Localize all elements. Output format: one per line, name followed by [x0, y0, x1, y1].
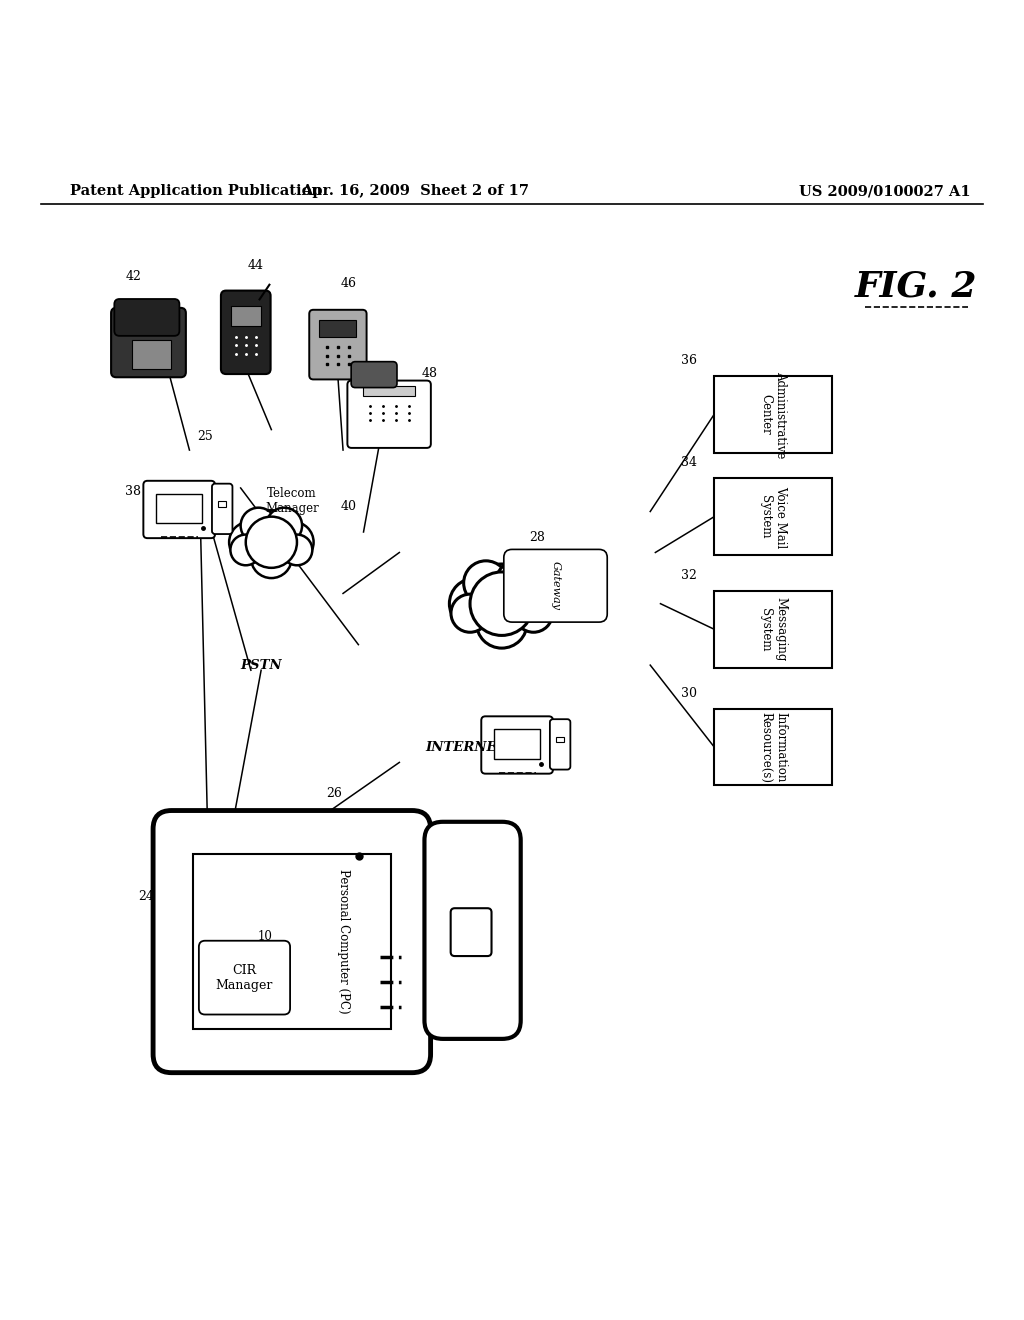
- Text: 34: 34: [681, 457, 696, 470]
- Circle shape: [450, 578, 500, 630]
- FancyBboxPatch shape: [212, 483, 232, 535]
- Text: Apr. 16, 2009  Sheet 2 of 17: Apr. 16, 2009 Sheet 2 of 17: [301, 183, 528, 198]
- FancyBboxPatch shape: [157, 494, 202, 523]
- Text: Gateway: Gateway: [538, 572, 589, 585]
- Text: 42: 42: [125, 269, 141, 282]
- Text: 40: 40: [340, 500, 356, 513]
- FancyBboxPatch shape: [715, 591, 831, 668]
- Text: Personal Computer (PC): Personal Computer (PC): [337, 870, 349, 1014]
- Text: 25: 25: [197, 430, 213, 444]
- Text: Patent Application Publication: Patent Application Publication: [70, 183, 322, 198]
- Text: Information
Resource(s): Information Resource(s): [759, 711, 787, 783]
- Text: 24: 24: [138, 890, 154, 903]
- Text: 10: 10: [257, 931, 272, 942]
- Text: 44: 44: [248, 259, 264, 272]
- Text: INTERNET: INTERNET: [425, 741, 507, 754]
- Circle shape: [282, 535, 312, 565]
- Circle shape: [470, 572, 534, 635]
- FancyBboxPatch shape: [143, 480, 215, 539]
- FancyBboxPatch shape: [347, 380, 431, 447]
- FancyBboxPatch shape: [362, 385, 416, 396]
- Circle shape: [272, 521, 313, 562]
- Text: Telecom
Manager: Telecom Manager: [265, 487, 318, 515]
- Text: 28: 28: [529, 531, 546, 544]
- Text: 30: 30: [681, 686, 696, 700]
- FancyBboxPatch shape: [111, 308, 186, 378]
- Text: 27: 27: [535, 747, 551, 760]
- Text: Gateway: Gateway: [551, 561, 561, 610]
- Circle shape: [251, 537, 292, 578]
- Text: 32: 32: [681, 569, 696, 582]
- Text: 38: 38: [125, 484, 141, 498]
- FancyBboxPatch shape: [218, 502, 225, 507]
- FancyBboxPatch shape: [398, 924, 456, 990]
- FancyBboxPatch shape: [115, 300, 179, 335]
- FancyBboxPatch shape: [351, 362, 397, 388]
- Text: FIG. 2: FIG. 2: [855, 269, 978, 304]
- FancyBboxPatch shape: [132, 339, 171, 370]
- Text: US 2009/0100027 A1: US 2009/0100027 A1: [799, 183, 971, 198]
- FancyBboxPatch shape: [715, 709, 831, 785]
- FancyBboxPatch shape: [194, 854, 390, 1030]
- FancyBboxPatch shape: [556, 737, 564, 742]
- FancyBboxPatch shape: [715, 478, 831, 554]
- FancyBboxPatch shape: [231, 306, 260, 326]
- Circle shape: [249, 511, 295, 556]
- Circle shape: [476, 598, 527, 648]
- Text: PSTN: PSTN: [241, 659, 282, 672]
- Text: Messaging
System: Messaging System: [759, 597, 787, 661]
- FancyBboxPatch shape: [309, 310, 367, 379]
- FancyBboxPatch shape: [495, 729, 540, 759]
- FancyBboxPatch shape: [154, 810, 430, 1073]
- FancyBboxPatch shape: [550, 719, 570, 770]
- Circle shape: [504, 578, 554, 630]
- Circle shape: [229, 521, 270, 562]
- FancyBboxPatch shape: [504, 549, 607, 622]
- FancyBboxPatch shape: [451, 908, 492, 956]
- Circle shape: [473, 564, 530, 622]
- Text: CIR
Manager: CIR Manager: [216, 964, 273, 991]
- FancyBboxPatch shape: [481, 717, 553, 774]
- Text: 46: 46: [340, 277, 356, 289]
- Text: 36: 36: [681, 354, 696, 367]
- Circle shape: [514, 594, 553, 632]
- Circle shape: [266, 508, 302, 544]
- Circle shape: [464, 561, 508, 606]
- Circle shape: [496, 561, 540, 606]
- Text: Voice Mail
System: Voice Mail System: [759, 486, 787, 548]
- Circle shape: [230, 535, 261, 565]
- Text: Administrative
Center: Administrative Center: [759, 371, 787, 458]
- FancyBboxPatch shape: [424, 822, 520, 1039]
- Text: 48: 48: [422, 367, 438, 380]
- FancyBboxPatch shape: [319, 319, 356, 337]
- FancyBboxPatch shape: [221, 290, 270, 374]
- Circle shape: [246, 516, 297, 568]
- Circle shape: [241, 508, 276, 544]
- Text: 26: 26: [327, 787, 343, 800]
- FancyBboxPatch shape: [199, 941, 290, 1015]
- Circle shape: [451, 594, 489, 632]
- FancyBboxPatch shape: [715, 376, 831, 453]
